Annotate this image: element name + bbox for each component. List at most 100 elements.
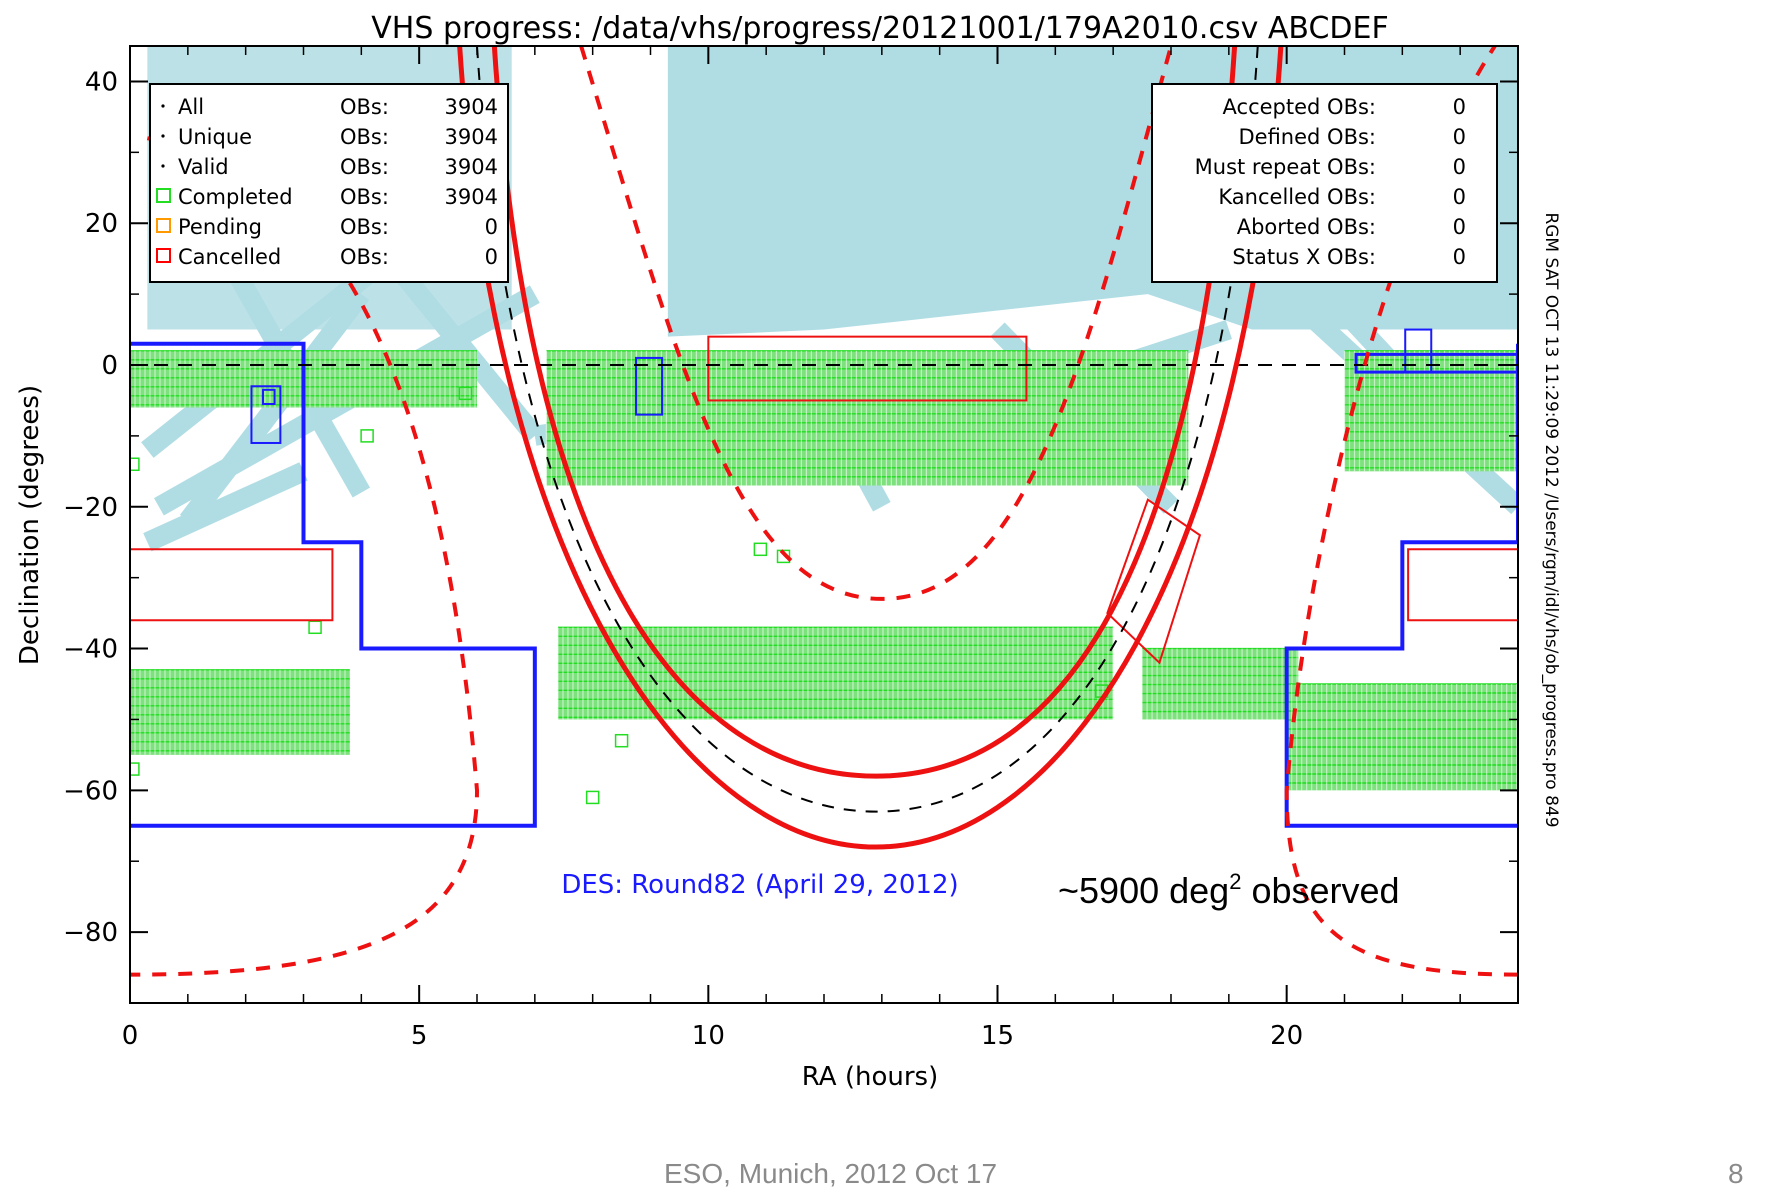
- legend-left-box: [149, 83, 509, 283]
- legend-right-value: 0: [1453, 245, 1466, 269]
- footer-slide-number: 8: [1728, 1158, 1744, 1189]
- legend-left-row: Cancelled OBs: 0: [156, 245, 498, 269]
- y-tick-label: −60: [63, 776, 118, 806]
- legend-right-value: 0: [1453, 125, 1466, 149]
- legend-left-row: Unique OBs: 3904: [161, 125, 498, 149]
- ecliptic-curve-middle: [579, 46, 1173, 601]
- galactic-plane-inner: [491, 46, 1238, 779]
- x-axis-label: RA (hours): [802, 1062, 938, 1092]
- legend-right-label: Accepted OBs:: [1223, 95, 1376, 119]
- des-small-box-3: [262, 388, 276, 405]
- legend-left-label: Valid: [178, 155, 229, 179]
- legend-right-box: [1151, 83, 1498, 283]
- x-tick-label: 5: [411, 1021, 428, 1051]
- observed-sup: 2: [1229, 869, 1241, 894]
- completed-ob-marker-6: [130, 457, 140, 471]
- ecliptic-curve-west: [130, 136, 480, 977]
- legend-right-row: Defined OBs: 0: [1238, 125, 1466, 149]
- y-tick-label: 0: [101, 351, 118, 381]
- legend-left-label: Unique: [178, 125, 252, 149]
- legend-left-value: 3904: [445, 185, 498, 209]
- des-small-box-0: [250, 385, 282, 444]
- legend-left-unit: OBs:: [340, 125, 389, 149]
- svg-text:~5900 deg2 observed: ~5900 deg2 observed: [1058, 869, 1400, 911]
- legend-left-value: 3904: [445, 95, 498, 119]
- completed-region-fill: [546, 350, 1189, 486]
- legend-right-row: Accepted OBs: 0: [1223, 95, 1466, 119]
- reference-lines-layer: [130, 46, 1518, 977]
- red-tilted-box: [1106, 498, 1202, 665]
- legend-right-row: Status X OBs: 0: [1232, 245, 1466, 269]
- legend-square-marker: [156, 188, 171, 203]
- legend-dot-marker: [161, 104, 165, 108]
- x-tick-label: 20: [1270, 1021, 1303, 1051]
- y-tick-label: −40: [63, 635, 118, 665]
- des-footprint-west: [130, 341, 537, 828]
- legend-right-label: Defined OBs:: [1238, 125, 1376, 149]
- legend-right-label: Kancelled OBs:: [1218, 185, 1376, 209]
- legend-left-unit: OBs:: [340, 185, 389, 209]
- observed-area-annotation: ~5900 deg2 observed: [1058, 869, 1400, 911]
- des-footprint-annotation: DES: Round82 (April 29, 2012): [561, 870, 958, 900]
- coverage-streak-12: [143, 462, 308, 552]
- y-tick-label: 40: [85, 67, 118, 97]
- completed-obs-layer: [130, 350, 1518, 805]
- x-tick-label: 10: [692, 1021, 725, 1051]
- legend-right-row: Kancelled OBs: 0: [1218, 185, 1466, 209]
- red-field-west: [130, 548, 334, 622]
- galactic-plane-center: [476, 46, 1259, 813]
- legend-dot-marker: [161, 164, 165, 168]
- ecliptic-curve-east: [1284, 46, 1518, 977]
- legend-left-row: All OBs: 3904: [161, 95, 498, 119]
- completed-ob-marker-3: [585, 790, 600, 805]
- legend-right-row: Must repeat OBs: 0: [1195, 155, 1466, 179]
- y-tick-label: −80: [63, 918, 118, 948]
- y-tick-label: −20: [63, 493, 118, 523]
- completed-region-fill: [557, 627, 1114, 720]
- completed-region-6: [1286, 683, 1518, 791]
- des-small-box-1: [635, 356, 664, 416]
- legend-left-label: All: [178, 95, 204, 119]
- chart-title: VHS progress: /data/vhs/progress/2012100…: [371, 11, 1388, 46]
- red-field-east: [1407, 548, 1518, 622]
- legend-left-unit: OBs:: [340, 245, 389, 269]
- legend-left-label: Cancelled: [178, 245, 281, 269]
- completed-ob-marker-5: [130, 762, 140, 776]
- legend-right-value: 0: [1453, 185, 1466, 209]
- legend-right-value: 0: [1453, 215, 1466, 239]
- legend-right-value: 0: [1453, 95, 1466, 119]
- galactic-plane-outer: [457, 46, 1284, 850]
- y-axis-label: Declination (degrees): [15, 385, 45, 665]
- y-tick-label: 20: [85, 209, 118, 239]
- observed-suffix: observed: [1241, 870, 1399, 911]
- completed-region-2: [557, 626, 1114, 720]
- side-metadata: RGM SAT OCT 13 11:29:09 2012 /Users/rgm/…: [1541, 212, 1561, 827]
- completed-ob-marker-4: [614, 733, 629, 748]
- completed-region-1: [545, 350, 1189, 486]
- legend-left-unit: OBs:: [340, 95, 389, 119]
- completed-ob-marker-0: [753, 542, 768, 557]
- legend-left-row: Completed OBs: 3904: [156, 185, 498, 209]
- legend-left-value: 3904: [445, 155, 498, 179]
- des-small-box-2: [1404, 328, 1433, 374]
- legend-left-unit: OBs:: [340, 215, 389, 239]
- footer-venue: ESO, Munich, 2012 Oct 17: [664, 1158, 998, 1189]
- legend-right-label: Must repeat OBs:: [1195, 155, 1376, 179]
- completed-region-3: [1141, 647, 1299, 720]
- legend-left-value: 3904: [445, 125, 498, 149]
- legend-dot-marker: [161, 134, 165, 138]
- completed-region-5: [130, 669, 350, 755]
- observed-prefix: ~5900 deg: [1058, 870, 1229, 911]
- red-field-box: [707, 335, 1028, 402]
- legend-left-row: Pending OBs: 0: [156, 215, 498, 239]
- x-tick-label: 15: [981, 1021, 1014, 1051]
- legend-right-value: 0: [1453, 155, 1466, 179]
- legend-left-value: 0: [485, 245, 498, 269]
- legend-right-label: Status X OBs:: [1232, 245, 1376, 269]
- completed-ob-marker-7: [360, 429, 374, 443]
- legend-left-unit: OBs:: [340, 155, 389, 179]
- legend-right-row: Aborted OBs: 0: [1237, 215, 1466, 239]
- x-tick-label: 0: [122, 1021, 139, 1051]
